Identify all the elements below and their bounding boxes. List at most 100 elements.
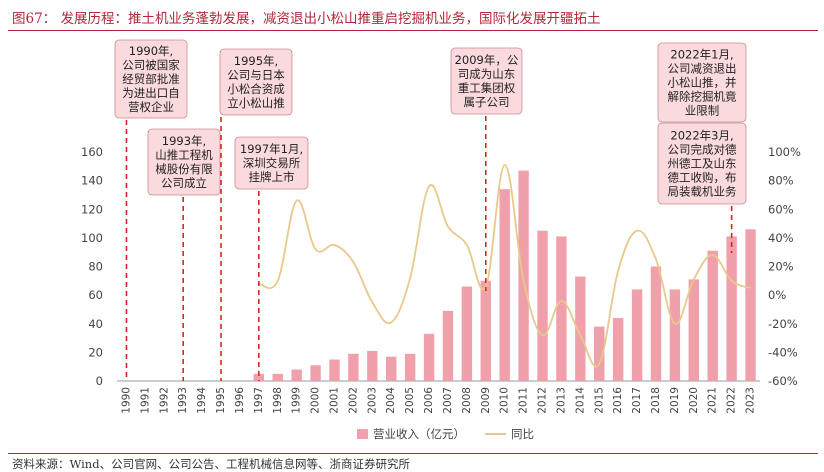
- revenue-bar: [329, 359, 340, 381]
- x-tick-label: 2013: [555, 387, 567, 414]
- x-tick-label: 1996: [234, 387, 246, 414]
- y-left-tick-label: 140: [81, 174, 103, 188]
- source-note: 资料来源：Wind、公司官网、公司公告、工程机械信息网等、浙商证券研究所: [12, 457, 411, 471]
- figure-title: 图67： 发展历程：推土机业务蓬勃发展，减资退出小松山推重启挖掘机业务，国际化发…: [12, 11, 601, 27]
- x-tick-label: 2007: [442, 387, 454, 414]
- y-left-tick-label: 20: [88, 345, 103, 359]
- x-tick-label: 2011: [518, 387, 530, 414]
- x-tick-label: 2008: [461, 387, 473, 414]
- title-divider: [8, 30, 818, 31]
- x-tick-label: 1999: [291, 387, 303, 414]
- x-tick-label: 2002: [347, 387, 359, 414]
- footer-divider: [8, 453, 818, 454]
- x-tick-label: 2005: [404, 387, 416, 414]
- milestone-note-text: 经贸部批准: [122, 72, 180, 86]
- x-tick-label: 2001: [328, 387, 340, 414]
- x-tick-label: 2015: [593, 387, 605, 414]
- y-right-tick-label: 60%: [768, 202, 794, 216]
- revenue-bar: [556, 236, 567, 381]
- milestone-note-text: 公司被国家: [122, 58, 180, 72]
- revenue-bar: [367, 350, 378, 381]
- x-tick-label: 2017: [631, 387, 643, 414]
- milestone-note-text: 2009年，公: [455, 53, 519, 67]
- milestone-note-text: 2022年1月,: [670, 48, 733, 62]
- legend-bar-swatch: [357, 429, 368, 439]
- revenue-bar: [745, 229, 756, 381]
- revenue-bar: [480, 280, 491, 381]
- y-right-tick-label: 0%: [768, 288, 786, 302]
- milestone-note-text: 1997年1月,: [240, 142, 303, 156]
- y-left-tick-label: 100: [81, 231, 103, 245]
- x-tick-label: 2020: [688, 387, 700, 414]
- x-tick-label: 2021: [707, 387, 719, 414]
- x-tick-label: 1993: [177, 387, 189, 414]
- x-tick-label: 2018: [650, 387, 662, 414]
- milestone-note-text: 2022年3月,: [670, 129, 733, 143]
- y-left-tick-label: 160: [81, 145, 103, 159]
- y-left-tick-label: 60: [88, 288, 103, 302]
- revenue-bar: [726, 236, 737, 381]
- milestone-note-text: 公司与日本: [227, 68, 285, 82]
- x-tick-label: 2006: [423, 387, 435, 414]
- y-left-tick-label: 40: [88, 317, 103, 331]
- revenue-bar: [442, 310, 454, 381]
- milestone-note-text: 公司成立: [161, 176, 207, 190]
- milestone-note-text: 小松合资成: [227, 82, 285, 96]
- x-tick-label: 2010: [499, 387, 511, 414]
- x-tick-label: 1997: [253, 387, 265, 414]
- revenue-bar: [594, 326, 605, 381]
- x-tick-label: 2016: [612, 387, 624, 414]
- milestone-note-box: [450, 47, 523, 115]
- x-tick-label: 1995: [215, 387, 227, 414]
- x-tick-label: 1991: [139, 387, 151, 414]
- x-tick-label: 1994: [196, 387, 208, 414]
- x-tick-label: 1990: [120, 387, 132, 414]
- revenue-bar: [537, 230, 548, 381]
- y-left-tick-label: 80: [88, 260, 103, 274]
- milestone-note-text: 公司完成对德: [668, 143, 737, 157]
- y-right-tick-label: -40%: [768, 345, 798, 359]
- milestone-note-box: [114, 39, 188, 119]
- revenue-bar: [310, 365, 321, 381]
- revenue-bar: [386, 356, 397, 381]
- milestone-note-text: 解除挖掘机竟: [668, 90, 737, 104]
- milestone-note-text: 深圳交易所: [243, 156, 301, 170]
- milestone-note-text: 属子公司: [464, 95, 510, 109]
- yoy-line: [258, 163, 751, 368]
- x-tick-label: 1998: [272, 387, 284, 414]
- x-tick-label: 2023: [745, 387, 757, 414]
- revenue-bar: [291, 369, 302, 381]
- milestone-note-text: 为进出口自: [122, 86, 180, 100]
- milestone-note-text: 1995年,: [234, 54, 278, 68]
- milestone-note-box: [657, 122, 747, 205]
- milestone-note-text: 1993年,: [162, 134, 206, 148]
- y-right-tick-label: 20%: [768, 260, 794, 274]
- y-left-tick-label: 120: [81, 202, 103, 216]
- x-tick-label: 2014: [574, 387, 586, 414]
- revenue-bar: [575, 276, 586, 381]
- revenue-bar: [518, 170, 529, 381]
- x-tick-label: 2003: [366, 387, 378, 414]
- revenue-bar: [688, 279, 700, 381]
- milestone-note-text: 局装载机业务: [668, 185, 737, 199]
- revenue-bar: [461, 286, 473, 381]
- x-tick-label: 2022: [726, 387, 738, 414]
- x-tick-label: 1992: [158, 387, 170, 414]
- revenue-bar: [253, 373, 265, 381]
- revenue-bar: [272, 373, 283, 381]
- y-right-tick-label: -60%: [768, 374, 798, 388]
- milestone-note-text: 1990年,: [129, 44, 173, 58]
- revenue-bar: [631, 289, 643, 381]
- revenue-bar: [612, 318, 624, 381]
- revenue-bar: [423, 333, 435, 381]
- revenue-bar: [669, 289, 681, 381]
- y-right-tick-label: 100%: [768, 145, 801, 159]
- milestone-note-text: 德工收购，布: [668, 171, 737, 185]
- x-tick-label: 2019: [669, 387, 681, 414]
- x-tick-label: 2012: [537, 387, 549, 414]
- revenue-bar: [404, 353, 416, 381]
- milestone-note-box: [657, 42, 747, 123]
- y-right-tick-label: -20%: [768, 317, 798, 331]
- y-left-tick-label: 0: [96, 374, 103, 388]
